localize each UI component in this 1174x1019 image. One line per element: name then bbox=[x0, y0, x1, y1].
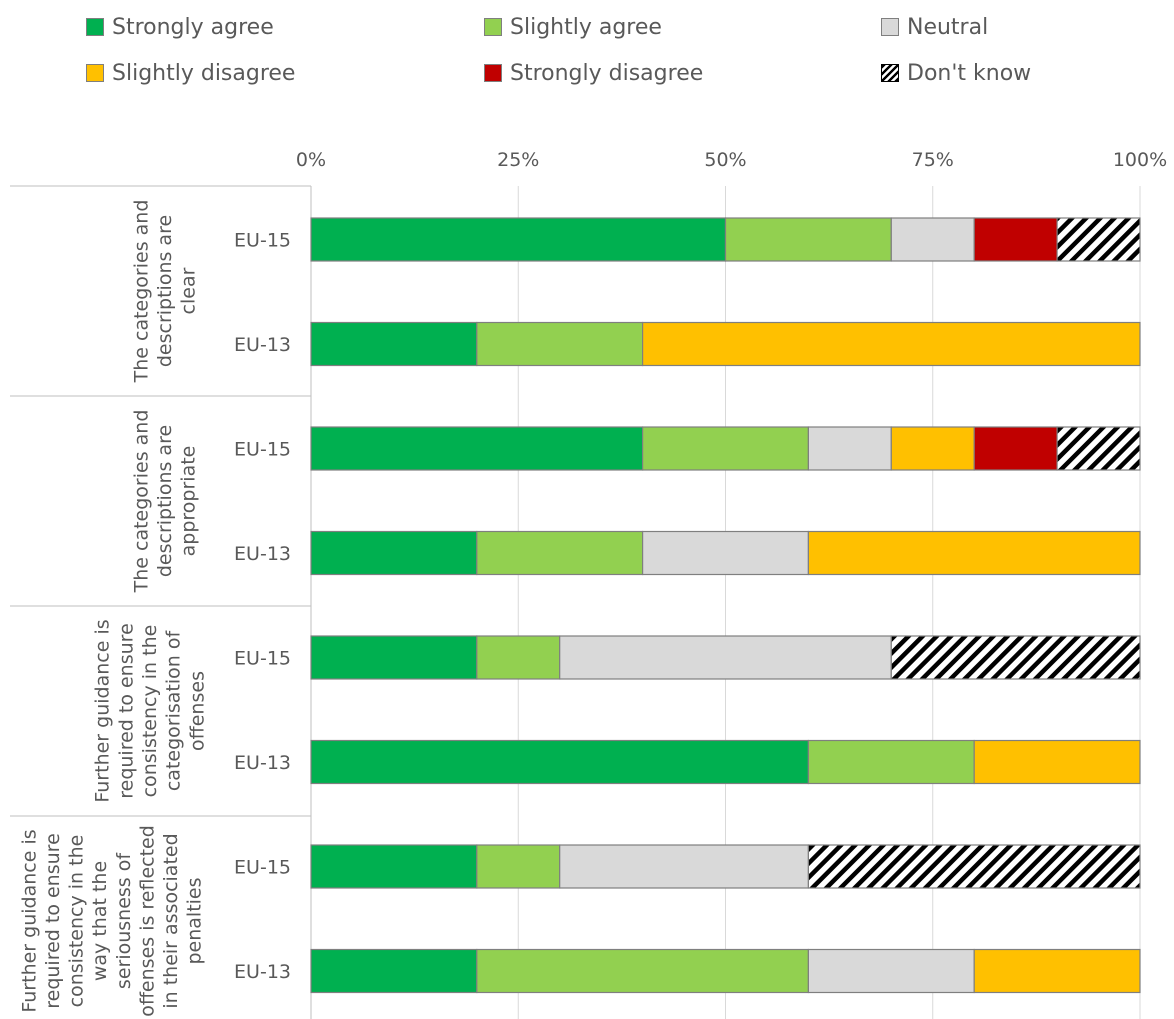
group-label-line: descriptions are bbox=[154, 215, 176, 367]
group-label-line: Further guidance is bbox=[18, 829, 40, 1012]
bar-segment-strongly-agree bbox=[310, 948, 478, 994]
bar-segment-don-t-know bbox=[807, 844, 1141, 889]
group-label-line: The categories and bbox=[130, 410, 152, 594]
bar-segment-don-t-know bbox=[1056, 426, 1141, 471]
legend-swatch-slightly-agree bbox=[484, 18, 502, 36]
bar-segment-slightly-disagree bbox=[641, 321, 1141, 367]
legend-item-slightly-disagree: Slightly disagree bbox=[86, 58, 295, 88]
group-label-line: offenses bbox=[186, 671, 208, 751]
bar-segment-strongly-agree bbox=[310, 635, 478, 680]
bar-segment-neutral bbox=[641, 530, 809, 576]
legend-item-strongly-disagree: Strongly disagree bbox=[484, 58, 703, 88]
chart-legend: Strongly agree Slightly agree Neutral Sl… bbox=[86, 10, 1086, 100]
row-label: EU-15 bbox=[234, 439, 291, 461]
x-tick-label: 0% bbox=[296, 149, 326, 171]
group-label: The categories anddescriptions areapprop… bbox=[130, 410, 199, 594]
x-tick-label: 100% bbox=[1113, 149, 1167, 171]
bar-segment-strongly-agree bbox=[310, 530, 478, 576]
bar-segment-slightly-agree bbox=[476, 321, 644, 367]
bar-segment-don-t-know bbox=[890, 635, 1141, 680]
bar-segment-slightly-agree bbox=[476, 530, 644, 576]
legend-item-dont-know: Don't know bbox=[881, 58, 1031, 88]
group-label-line: descriptions are bbox=[154, 425, 176, 577]
legend-swatch-neutral bbox=[881, 18, 899, 36]
group-label: Further guidance isrequired to ensurecon… bbox=[18, 825, 205, 1017]
bar-segment-strongly-disagree bbox=[973, 426, 1058, 471]
group-label-line: consistency in the bbox=[66, 835, 88, 1008]
bar-segment-neutral bbox=[890, 217, 975, 262]
legend-label: Slightly disagree bbox=[112, 60, 296, 86]
bar-segment-slightly-disagree bbox=[973, 739, 1141, 785]
legend-swatch-dont-know bbox=[881, 64, 899, 82]
x-tick-label: 50% bbox=[704, 149, 746, 171]
row-label: EU-15 bbox=[234, 648, 291, 670]
group-label-line: clear bbox=[178, 267, 200, 314]
bar-segment-slightly-agree bbox=[476, 844, 561, 889]
legend-item-slightly-agree: Slightly agree bbox=[484, 12, 662, 42]
bar-segment-slightly-agree bbox=[476, 948, 809, 994]
legend-label: Slightly agree bbox=[510, 14, 662, 40]
bar-segment-strongly-agree bbox=[310, 321, 478, 367]
bar-segment-neutral bbox=[559, 635, 892, 680]
bar-segment-slightly-agree bbox=[724, 217, 892, 262]
bar-segment-slightly-agree bbox=[807, 739, 975, 785]
row-label: EU-13 bbox=[234, 752, 291, 774]
group-label-line: The categories and bbox=[130, 200, 152, 384]
group-label-line: way that the bbox=[89, 861, 111, 981]
group-label-line: Further guidance is bbox=[92, 619, 114, 802]
x-axis-ticks: 0% 25% 50% 75% 100% bbox=[296, 149, 1167, 171]
legend-item-neutral: Neutral bbox=[881, 12, 988, 42]
bar-segment-strongly-agree bbox=[310, 426, 644, 471]
group-label-line: penalties bbox=[184, 877, 206, 964]
bar-segment-neutral bbox=[807, 426, 892, 471]
row-label: EU-15 bbox=[234, 857, 291, 879]
bar-segment-neutral bbox=[559, 844, 810, 889]
legend-label: Don't know bbox=[907, 60, 1032, 86]
legend-swatch-strongly-agree bbox=[86, 18, 104, 36]
bar-segment-strongly-agree bbox=[310, 844, 478, 889]
bar-segment-slightly-disagree bbox=[973, 948, 1141, 994]
legend-label: Strongly disagree bbox=[510, 60, 704, 86]
group-label-line: appropriate bbox=[178, 446, 200, 557]
gridlines bbox=[310, 186, 1141, 1019]
group-label-line: seriousness of bbox=[113, 852, 135, 989]
bar-segment-don-t-know bbox=[1056, 217, 1141, 262]
row-labels: EU-15 EU-13 EU-15 EU-13 EU-15 EU-13 EU-15 EU-13 bbox=[234, 230, 291, 984]
bar-segment-neutral bbox=[807, 948, 975, 994]
group-label-line: consistency in the bbox=[139, 625, 161, 798]
bar-segment-slightly-agree bbox=[641, 426, 809, 471]
bar-segment-strongly-agree bbox=[310, 217, 727, 262]
bar-segment-strongly-agree bbox=[310, 739, 809, 785]
group-label: The categories anddescriptions areclear bbox=[130, 200, 199, 384]
legend-swatch-strongly-disagree bbox=[484, 64, 502, 82]
group-label: Further guidance isrequired to ensurecon… bbox=[92, 619, 209, 802]
row-label: EU-13 bbox=[234, 334, 291, 356]
x-tick-label: 75% bbox=[912, 149, 954, 171]
row-label: EU-13 bbox=[234, 961, 291, 983]
group-label-line: required to ensure bbox=[115, 623, 137, 799]
bars bbox=[310, 217, 1141, 994]
group-labels: The categories anddescriptions areclearT… bbox=[18, 200, 208, 1017]
row-label: EU-15 bbox=[234, 230, 291, 252]
group-label-line: offenses is reflected bbox=[136, 825, 158, 1017]
legend-swatch-slightly-disagree bbox=[86, 64, 104, 82]
row-label: EU-13 bbox=[234, 543, 291, 565]
legend-label: Strongly agree bbox=[112, 14, 274, 40]
group-label-line: in their associated bbox=[160, 833, 182, 1008]
bar-segment-slightly-disagree bbox=[807, 530, 1141, 576]
bar-segment-slightly-agree bbox=[476, 635, 561, 680]
bar-segment-strongly-disagree bbox=[973, 217, 1058, 262]
bar-segment-slightly-disagree bbox=[890, 426, 975, 471]
group-label-line: categorisation of bbox=[163, 630, 185, 792]
legend-item-strongly-agree: Strongly agree bbox=[86, 12, 274, 42]
x-tick-label: 25% bbox=[497, 149, 539, 171]
legend-label: Neutral bbox=[907, 14, 989, 40]
group-label-line: required to ensure bbox=[42, 833, 64, 1009]
